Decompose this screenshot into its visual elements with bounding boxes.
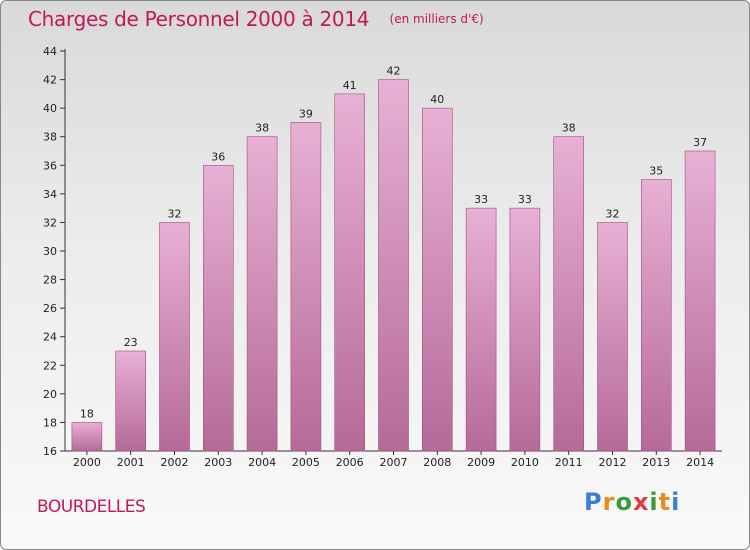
x-tick-label: 2003 — [204, 456, 232, 469]
bar-value-label: 38 — [562, 122, 576, 135]
bar — [509, 207, 541, 452]
y-tick-label: 24 — [43, 331, 57, 344]
bar-value-label: 39 — [299, 107, 313, 120]
y-tick-label: 32 — [43, 216, 57, 229]
bar-value-label: 23 — [124, 336, 138, 349]
logo-letter: o — [615, 488, 633, 516]
chart-title-text: Charges de Personnel 2000 à 2014 — [28, 7, 370, 31]
x-tick-label: 2006 — [336, 456, 364, 469]
bar — [334, 93, 366, 452]
bar — [640, 179, 672, 452]
logo-letter: t — [658, 488, 672, 516]
y-tick-label: 40 — [43, 102, 57, 115]
bar — [71, 422, 103, 452]
y-tick-label: 22 — [43, 359, 57, 372]
y-tick-label: 36 — [43, 159, 57, 172]
x-tick-label: 2004 — [248, 456, 276, 469]
commune-name: BOURDELLES — [37, 497, 146, 517]
x-tick-label: 2005 — [292, 456, 320, 469]
bar — [290, 122, 322, 452]
bar — [684, 150, 716, 452]
x-tick-label: 2007 — [380, 456, 408, 469]
x-tick-label: 2014 — [686, 456, 714, 469]
bar — [115, 350, 146, 452]
bar-value-label: 35 — [649, 165, 663, 178]
bar-value-label: 33 — [518, 193, 532, 206]
bar-value-label: 32 — [168, 207, 182, 220]
x-tick-label: 2001 — [117, 456, 145, 469]
logo-letter: x — [632, 488, 650, 516]
bar-value-label: 40 — [430, 93, 444, 106]
bar — [465, 207, 497, 452]
chart-subtitle: (en milliers d'€) — [389, 12, 484, 26]
bar-value-label: 38 — [255, 122, 269, 135]
x-tick-label: 2011 — [555, 456, 583, 469]
logo-letter: i — [671, 488, 681, 516]
logo-letter: P — [584, 488, 603, 516]
bar — [597, 222, 628, 452]
logo-letter: r — [602, 488, 616, 516]
x-tick-label: 2009 — [467, 456, 495, 469]
x-tick-label: 2008 — [423, 456, 451, 469]
y-tick-label: 26 — [43, 302, 57, 315]
bar — [378, 79, 409, 452]
bar — [159, 222, 190, 452]
x-tick-label: 2002 — [161, 456, 189, 469]
proxiti-logo: Proxiti — [584, 488, 680, 516]
y-tick-label: 34 — [43, 188, 57, 201]
bar — [246, 136, 278, 452]
chart-title: Charges de Personnel 2000 à 2014 (en mil… — [28, 7, 484, 31]
x-tick-label: 2000 — [73, 456, 101, 469]
bar-value-label: 32 — [606, 207, 620, 220]
x-tick-label: 2012 — [599, 456, 627, 469]
bar-value-label: 33 — [474, 193, 488, 206]
y-tick-label: 30 — [43, 245, 57, 258]
bar-value-label: 36 — [211, 150, 225, 163]
bar-value-label: 18 — [80, 407, 94, 420]
bar-value-label: 42 — [387, 65, 401, 78]
x-tick-label: 2010 — [511, 456, 539, 469]
y-tick-label: 16 — [43, 445, 57, 458]
bar-value-label: 41 — [343, 79, 357, 92]
bar — [421, 107, 453, 452]
y-tick-label: 18 — [43, 416, 57, 429]
y-tick-label: 28 — [43, 274, 57, 287]
x-tick-label: 2013 — [642, 456, 670, 469]
y-tick-label: 42 — [43, 74, 57, 87]
y-tick-label: 20 — [43, 388, 57, 401]
bar — [553, 136, 585, 452]
y-tick-label: 44 — [43, 45, 57, 58]
bar-value-label: 37 — [693, 136, 707, 149]
logo-letter: i — [649, 488, 659, 516]
bar — [203, 164, 234, 452]
y-tick-label: 38 — [43, 131, 57, 144]
